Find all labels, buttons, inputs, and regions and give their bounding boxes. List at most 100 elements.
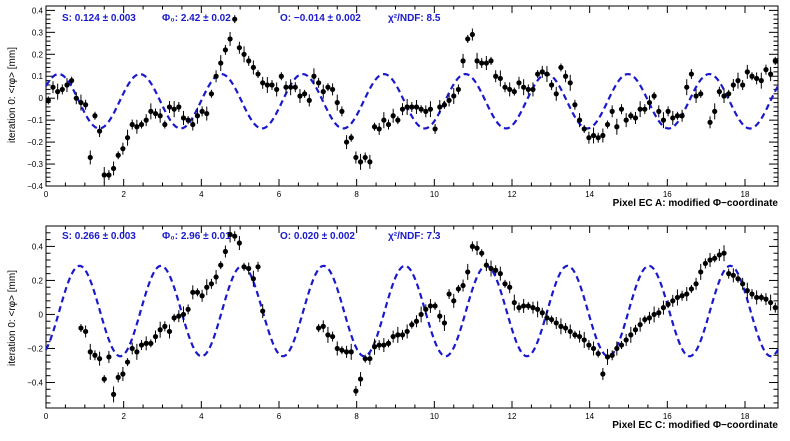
- data-point: [274, 86, 280, 93]
- data-point: [754, 294, 760, 301]
- data-point: [553, 320, 559, 326]
- data-point: [87, 349, 93, 355]
- x-tick-label: 6: [277, 190, 282, 199]
- data-point: [348, 135, 354, 141]
- data-point: [381, 117, 387, 123]
- data-point: [521, 84, 527, 90]
- y-tick-label: 0: [39, 94, 44, 103]
- data-point: [357, 376, 364, 382]
- data-point: [469, 243, 475, 250]
- data-point: [455, 286, 462, 292]
- data-point: [493, 73, 499, 79]
- data-point: [120, 371, 126, 377]
- plot-frame: [45, 225, 779, 409]
- data-point: [516, 80, 522, 86]
- data-point: [768, 299, 774, 306]
- data-point: [758, 78, 764, 84]
- data-point: [409, 322, 415, 328]
- data-point: [735, 78, 741, 84]
- data-point: [623, 117, 629, 123]
- data-point: [367, 356, 373, 362]
- data-point: [576, 333, 583, 340]
- data-point: [497, 271, 503, 277]
- data-point: [50, 84, 56, 90]
- x-tick-label: 2: [121, 190, 126, 199]
- data-point: [451, 298, 457, 304]
- data-point: [83, 328, 89, 335]
- data-point: [469, 31, 475, 38]
- data-point: [651, 93, 657, 99]
- data-point: [446, 291, 452, 297]
- x-tick-label: 18: [741, 190, 750, 199]
- data-point: [493, 267, 499, 273]
- data-point: [497, 75, 503, 82]
- data-point: [418, 311, 424, 318]
- data-point: [166, 328, 173, 335]
- data-point: [204, 284, 210, 290]
- data-point: [348, 349, 354, 355]
- data-point: [665, 301, 671, 307]
- data-point: [721, 93, 727, 99]
- data-point: [618, 106, 625, 112]
- data-point: [185, 306, 191, 312]
- data-point: [241, 264, 247, 270]
- data-point: [567, 328, 573, 335]
- data-point: [698, 91, 704, 97]
- data-point: [162, 323, 168, 329]
- data-point: [339, 347, 345, 353]
- data-point: [572, 332, 578, 338]
- data-point: [236, 45, 242, 51]
- data-point: [115, 374, 121, 380]
- x-tick-label: 4: [199, 190, 204, 199]
- data-point: [474, 58, 480, 64]
- y-tick-label: 0.2: [32, 50, 44, 59]
- x-tick-label: 0: [44, 412, 49, 421]
- data-point: [660, 305, 667, 311]
- data-point: [418, 106, 424, 112]
- data-point: [390, 113, 396, 119]
- data-point: [451, 93, 457, 99]
- data-point: [502, 84, 508, 90]
- data-point: [334, 99, 340, 106]
- data-point: [260, 308, 266, 314]
- data-point: [329, 86, 336, 93]
- data-point: [446, 97, 452, 103]
- data-point: [679, 113, 685, 119]
- data-point: [138, 342, 145, 348]
- data-point: [553, 91, 559, 97]
- data-point: [460, 58, 466, 64]
- data-point: [609, 108, 615, 114]
- data-point: [572, 102, 578, 108]
- data-point: [549, 316, 555, 323]
- data-point: [208, 91, 215, 97]
- data-point: [409, 104, 415, 110]
- data-point: [511, 89, 517, 95]
- data-point: [353, 388, 359, 394]
- data-point: [255, 71, 261, 77]
- data-point: [716, 252, 722, 258]
- data-point: [614, 345, 620, 352]
- data-point: [241, 51, 247, 57]
- data-point: [656, 310, 662, 316]
- data-point: [740, 82, 746, 88]
- data-point: [69, 78, 75, 84]
- data-point: [78, 99, 84, 106]
- plot-frame: [45, 5, 779, 187]
- data-point: [171, 315, 177, 321]
- data-point: [525, 86, 531, 93]
- data-point: [129, 345, 135, 352]
- data-point: [311, 73, 317, 79]
- x-tick-label: 14: [585, 412, 594, 421]
- data-point: [744, 69, 750, 75]
- y-tick-label: −0.4: [27, 182, 43, 191]
- data-point: [176, 104, 182, 110]
- data-point: [507, 284, 513, 290]
- data-point: [353, 154, 359, 161]
- data-point: [623, 337, 629, 343]
- data-point: [768, 71, 774, 77]
- data-point: [437, 104, 443, 110]
- data-point: [511, 299, 517, 306]
- data-point: [488, 58, 494, 64]
- data-point: [96, 356, 103, 362]
- data-point: [674, 113, 681, 119]
